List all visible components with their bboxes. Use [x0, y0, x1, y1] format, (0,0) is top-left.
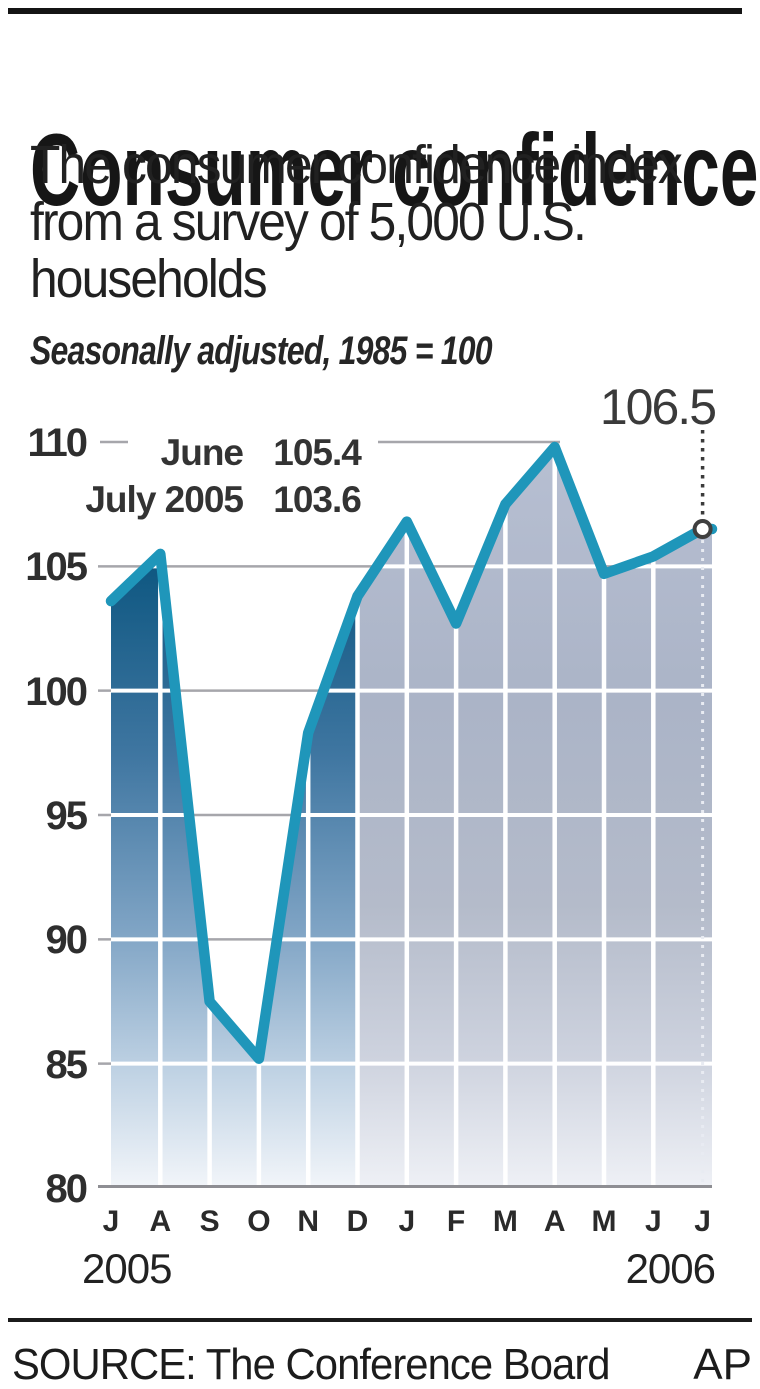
ap-credit: AP — [693, 1340, 752, 1389]
x-axis-label: J — [398, 1205, 416, 1238]
y-axis-label: 100 — [25, 669, 88, 714]
y-axis-label: 80 — [45, 1167, 89, 1211]
subtitle-line: The consumer confidence index — [30, 135, 683, 195]
annotation-row: June 105.4 — [84, 429, 362, 476]
annotation-label: June — [160, 432, 244, 473]
y-axis-label: 105 — [25, 545, 88, 590]
x-axis-label: J — [644, 1205, 662, 1238]
top-rule — [8, 8, 742, 14]
footer-rule — [8, 1318, 752, 1322]
x-axis-label: S — [199, 1205, 220, 1238]
x-axis-label: O — [247, 1205, 271, 1238]
chart-subtitle: The consumer confidence index from a sur… — [30, 135, 683, 309]
y-axis-label: 90 — [45, 918, 89, 963]
confidence-line — [105, 441, 718, 1064]
x-axis-year-left: 2005 — [82, 1245, 172, 1292]
page-title: Consumer confidence — [30, 113, 759, 228]
x-axis-label: D — [346, 1205, 369, 1238]
annotation-label: July 2005 — [85, 479, 244, 520]
subtitle-line: from a survey of 5,000 U.S. — [30, 192, 587, 252]
x-axis-label: J — [102, 1205, 120, 1238]
latest-point-marker — [692, 519, 713, 540]
x-axis-label: N — [297, 1205, 320, 1238]
latest-value-callout: 106.5 — [599, 379, 717, 435]
y-axis-label: 95 — [45, 794, 89, 838]
x-axis-label: J — [694, 1205, 711, 1238]
x-axis-year-right: 2006 — [625, 1245, 716, 1292]
x-axis-label: A — [543, 1205, 566, 1238]
subtitle-line: households — [30, 249, 268, 309]
x-axis-label: F — [446, 1205, 466, 1238]
annotation-row: July 2005 103.6 — [84, 476, 362, 523]
area-fill-2005 — [111, 553, 358, 1188]
x-axis-label: A — [149, 1205, 172, 1238]
reference-values-annotation: June 105.4 July 2005 103.6 — [84, 429, 362, 523]
source-credit: SOURCE: The Conference Board — [12, 1340, 611, 1389]
y-axis-label: 110 — [27, 421, 88, 465]
chart-qualifier-note: Seasonally adjusted, 1985 = 100 — [30, 329, 493, 373]
x-axis-label: M — [591, 1205, 617, 1238]
area-fill-2006 — [357, 447, 712, 1188]
y-axis-label: 85 — [45, 1042, 89, 1087]
consumer-confidence-chart — [98, 430, 718, 1188]
annotation-value: 103.6 — [273, 479, 362, 520]
annotation-value: 105.4 — [273, 432, 362, 473]
x-axis-label: M — [492, 1205, 518, 1238]
